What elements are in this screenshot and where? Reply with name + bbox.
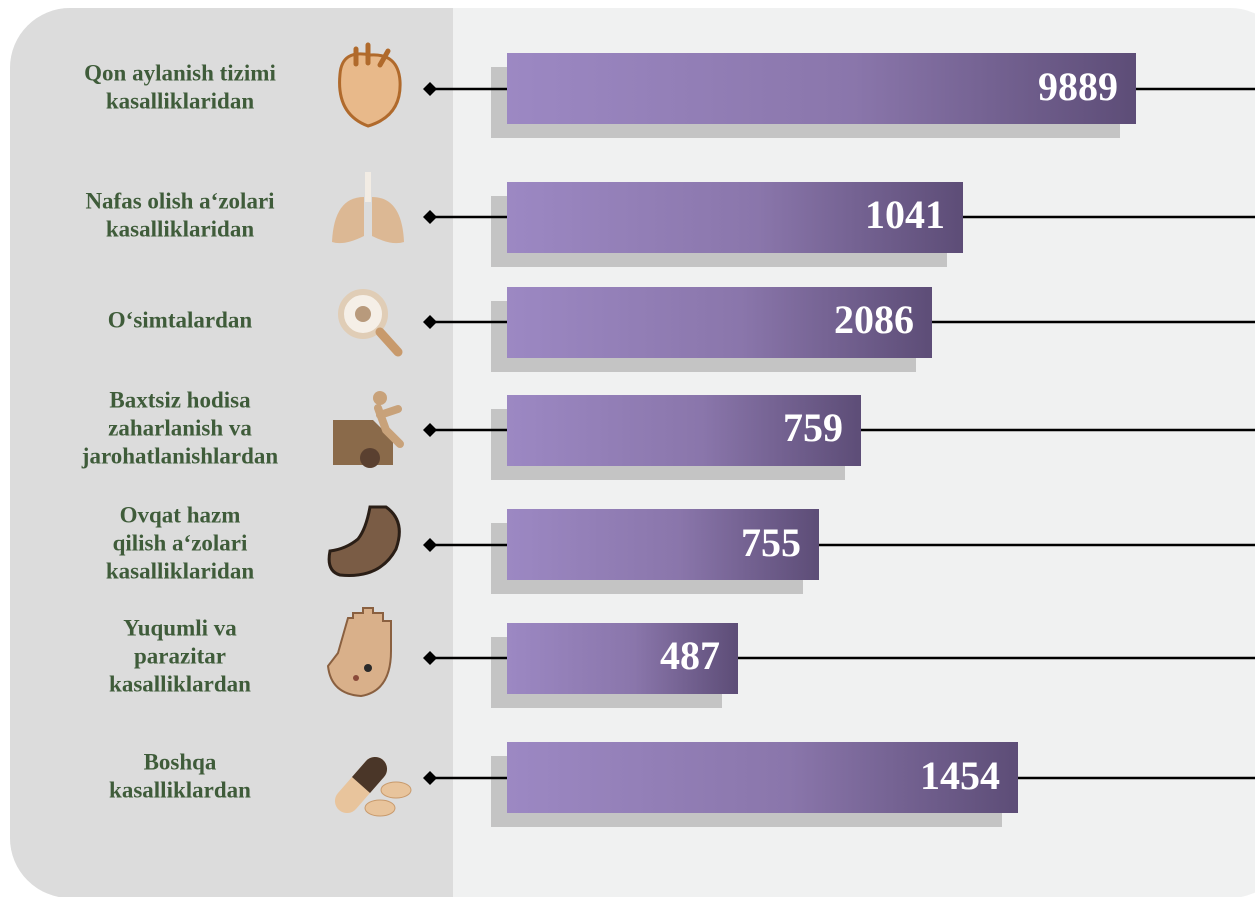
row-label: parazitar	[134, 643, 226, 668]
icon-capsule-top	[352, 756, 388, 793]
diamond	[423, 771, 437, 785]
icon-lung	[332, 197, 364, 244]
row-label: zaharlanish va	[108, 415, 252, 440]
bar	[507, 623, 738, 694]
row: Boshqa kasalliklardan 1454	[109, 742, 1255, 827]
row-label: jarohatlanishlardan	[81, 443, 279, 468]
icon-pill	[364, 799, 396, 817]
icon-handle	[375, 327, 403, 357]
bar-value: 759	[783, 405, 843, 450]
row-label: Nafas olish a‘zolari	[85, 188, 275, 213]
bar	[507, 395, 861, 466]
icon-wheel	[360, 448, 380, 468]
row-label: Baxtsiz hodisa	[109, 387, 251, 412]
row-label: kasalliklaridan	[106, 558, 254, 583]
row-label: kasalliklardan	[109, 671, 251, 696]
diamond	[423, 423, 437, 437]
row-label: Qon aylanish tizimi	[84, 60, 276, 85]
bar	[507, 742, 1018, 813]
row: Qon aylanish tizimi kasalliklaridan 9889	[84, 42, 1255, 138]
row-label: kasalliklaridan	[106, 88, 254, 113]
row-label: qilish a‘zolari	[113, 530, 248, 555]
bar-value: 1041	[865, 192, 945, 237]
icon-cell	[355, 306, 371, 322]
icon-trachea	[365, 172, 371, 202]
bar	[507, 509, 819, 580]
row-label: Ovqat hazm	[120, 502, 241, 527]
bar-value: 9889	[1038, 64, 1118, 109]
row: Nafas olish a‘zolari kasalliklaridan 1041	[85, 172, 1255, 267]
row: Yuqumli va parazitar kasalliklardan 487	[109, 607, 1255, 708]
icon-heart-vessels	[353, 42, 391, 68]
bar	[507, 53, 1136, 124]
icon-hand	[326, 607, 392, 698]
bar	[507, 287, 932, 358]
icon-head	[373, 391, 387, 405]
row-label: kasalliklaridan	[106, 216, 254, 241]
row-label: kasalliklardan	[109, 777, 251, 802]
icon-lung	[372, 197, 404, 244]
row: Baxtsiz hodisa zaharlanish va jarohatlanis…	[81, 387, 1255, 480]
diamond	[423, 315, 437, 329]
icon-spot	[353, 675, 359, 681]
icon-pill	[380, 781, 412, 799]
icon-stomach	[327, 505, 401, 577]
bar-value: 2086	[834, 297, 914, 342]
bar-value: 1454	[920, 753, 1000, 798]
row-label: Yuqumli va	[123, 615, 237, 640]
bar	[507, 182, 963, 253]
diamond	[423, 210, 437, 224]
bar-value: 755	[741, 520, 801, 565]
diamond	[423, 82, 437, 96]
row-label: Boshqa	[144, 749, 217, 774]
icon-spot	[364, 664, 372, 672]
row-label: O‘simtalardan	[108, 307, 253, 332]
diamond	[423, 651, 437, 665]
icon-body	[374, 404, 404, 448]
row: O‘simtalardan 2086	[108, 287, 1255, 372]
row: Ovqat hazm qilish a‘zolari kasalliklaridan…	[106, 502, 1255, 594]
diamond	[423, 538, 437, 552]
bar-value: 487	[660, 633, 720, 678]
